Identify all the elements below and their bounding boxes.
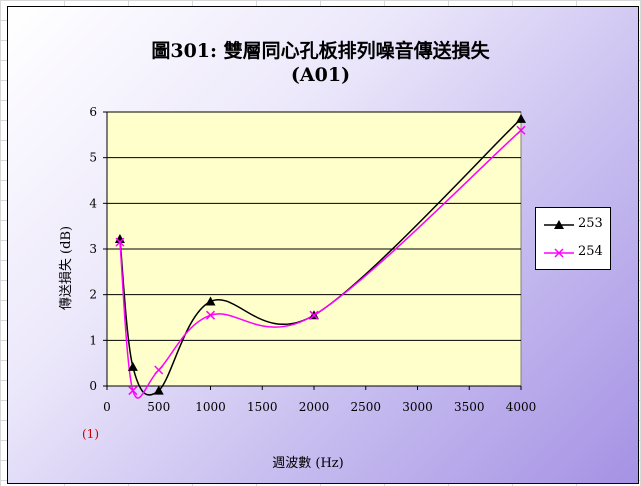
data-point-254-1000: [205, 310, 216, 320]
x-tick-label-2000: 2000: [299, 400, 330, 414]
legend-item-253: 253: [536, 214, 612, 236]
x-tick-label-4000: 4000: [506, 400, 537, 414]
data-point-254-500: [154, 365, 164, 375]
x-tick-label-3000: 3000: [402, 400, 433, 414]
data-point-253-500: [153, 385, 164, 395]
x-tick-label-0: 0: [103, 400, 111, 414]
x-tick-label-3500: 3500: [454, 400, 485, 414]
legend-key-253: [544, 220, 574, 229]
data-point-254-125: [115, 237, 125, 247]
y-axis-label: 傳送損失 (dB): [59, 226, 74, 310]
x-tick-label-1000: 1000: [195, 400, 226, 414]
data-point-254-4000: [516, 125, 526, 135]
y-tick-label-2: 2: [89, 288, 97, 302]
legend-label-253: 253: [578, 216, 603, 231]
legend[interactable]: 253 254: [535, 207, 611, 270]
legend-key-254: [544, 248, 574, 258]
y-tick-label-6: 6: [89, 105, 97, 119]
legend-item-254: 254: [536, 242, 612, 264]
x-tick-label-2500: 2500: [350, 400, 381, 414]
x-tick-label-1500: 1500: [247, 400, 278, 414]
chart-subtitle: (A01): [290, 64, 351, 86]
y-tick-label-4: 4: [89, 196, 97, 210]
footnote: (1): [82, 427, 99, 441]
data-point-254-250: [128, 386, 138, 396]
chart-title: 圖301: 雙層同心孔板排列噪音傳送損失: [151, 40, 490, 62]
y-tick-label-0: 0: [89, 379, 97, 393]
data-point-253-250: [127, 361, 138, 371]
data-point-254-2000: [309, 310, 319, 320]
legend-label-254: 254: [578, 244, 603, 259]
y-tick-label-3: 3: [89, 242, 97, 256]
x-axis-label: 週波數 (Hz): [272, 456, 343, 471]
series-line-254: [119, 129, 522, 399]
data-point-253-1000: [205, 296, 216, 306]
y-tick-label-1: 1: [89, 333, 97, 347]
x-tick-label-500: 500: [147, 400, 170, 414]
data-point-253-4000: [516, 113, 526, 123]
y-tick-label-5: 5: [89, 151, 97, 165]
